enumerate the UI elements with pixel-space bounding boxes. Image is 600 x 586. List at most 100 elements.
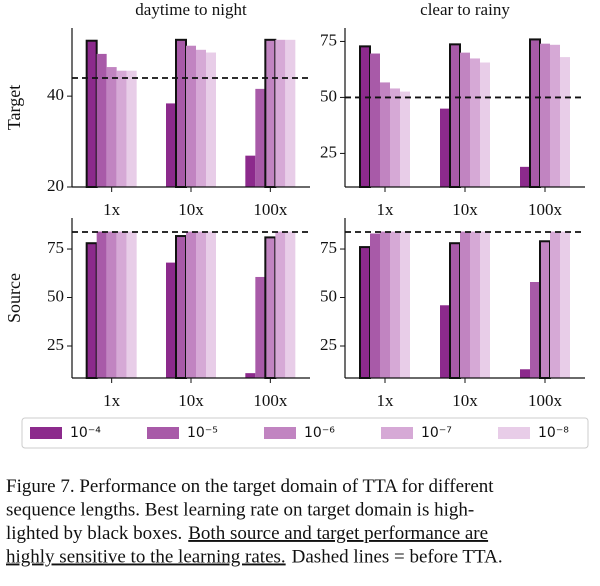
caption-segment: Figure 7. Performance on the target doma… [6, 476, 494, 497]
caption-line: sequence lengths. Best learning rate on … [6, 500, 474, 521]
x-tick-label: 100x [253, 200, 288, 219]
bar [480, 231, 490, 378]
bar [245, 373, 256, 378]
x-tick-label: 10x [178, 391, 204, 410]
bar [370, 233, 380, 378]
bar [166, 103, 176, 187]
y-tick-label: 25 [320, 142, 337, 161]
bar [196, 231, 206, 378]
y-tick-label: 50 [320, 286, 337, 305]
bar [370, 53, 380, 188]
bar [116, 70, 127, 187]
best-bar [359, 45, 371, 189]
y-tick-label: 20 [47, 176, 64, 195]
bar [186, 231, 196, 378]
y-tick-label: 40 [47, 85, 64, 104]
y-axis-label: Source [4, 273, 24, 323]
x-tick-label: 1x [377, 391, 395, 410]
legend-box [21, 417, 589, 449]
caption-line: Figure 7. Performance on the target doma… [6, 476, 494, 497]
legend-swatch [381, 427, 413, 439]
bar [255, 276, 266, 378]
bar [166, 262, 176, 378]
bar [206, 231, 216, 378]
bar [460, 231, 470, 378]
legend-swatch [498, 427, 530, 439]
bar [560, 57, 570, 188]
y-tick-label: 75 [47, 238, 64, 257]
x-tick-label: 10x [178, 200, 204, 219]
best-bar [264, 38, 277, 188]
bar [285, 39, 296, 187]
bar [106, 231, 117, 378]
bar [96, 53, 107, 187]
x-tick-label: 100x [528, 200, 563, 219]
legend-swatch [264, 427, 296, 439]
bar [480, 62, 490, 188]
bar [550, 44, 560, 187]
bar [530, 282, 540, 378]
y-tick-label: 75 [320, 30, 337, 49]
x-tick-label: 1x [103, 200, 121, 219]
bar [440, 305, 450, 378]
y-tick-label: 25 [320, 335, 337, 354]
x-tick-label: 1x [103, 391, 121, 410]
bar [400, 231, 410, 378]
subplot-title: clear to rainy [420, 0, 510, 19]
y-tick-label: 75 [320, 238, 337, 257]
best-bar [449, 43, 461, 189]
best-bar [264, 236, 277, 379]
bar [116, 231, 127, 378]
bar [106, 67, 117, 187]
bar [520, 369, 530, 378]
bar [440, 108, 450, 187]
caption-line: highly sensitive to the learning rates. D… [6, 547, 503, 568]
y-axis-label: Target [4, 85, 24, 130]
bar [460, 52, 470, 187]
bar [550, 231, 560, 378]
x-tick-label: 1x [377, 200, 395, 219]
x-tick-label: 100x [253, 391, 288, 410]
caption-segment: Both source and target performance are [188, 523, 488, 544]
caption-segment: highly sensitive to the learning rates. [6, 547, 286, 568]
legend-swatch [30, 427, 62, 439]
bar [275, 39, 286, 187]
bar [540, 43, 550, 187]
bar [196, 49, 206, 188]
bar [390, 231, 400, 378]
subplot-title: daytime to night [135, 0, 247, 19]
caption-segment: sequence lengths. Best learning rate on … [6, 500, 474, 521]
legend-swatch [147, 427, 179, 439]
legend-label: 10⁻⁶ [304, 425, 335, 441]
best-bar [539, 240, 551, 379]
bar [470, 231, 480, 378]
x-tick-label: 10x [452, 391, 478, 410]
legend-label: 10⁻⁷ [421, 425, 452, 441]
best-bar [359, 246, 371, 379]
y-tick-label: 50 [47, 286, 64, 305]
best-bar [85, 39, 98, 188]
best-bar [529, 38, 541, 188]
bar [96, 231, 107, 378]
bar [520, 166, 530, 187]
bar [186, 45, 196, 187]
legend-label: 10⁻⁸ [538, 425, 569, 441]
y-tick-label: 50 [320, 86, 337, 105]
x-tick-label: 10x [452, 200, 478, 219]
caption-segment: Dashed lines = before TTA. [292, 547, 503, 568]
bar [126, 231, 137, 378]
bar [255, 88, 266, 187]
bar [285, 231, 296, 378]
best-bar [175, 235, 187, 379]
x-tick-label: 100x [528, 391, 563, 410]
legend-label: 10⁻⁴ [70, 425, 101, 441]
legend-label: 10⁻⁵ [187, 425, 218, 441]
bar [126, 70, 137, 187]
bar [245, 155, 256, 187]
caption-line: lighted by black boxes. Both source and t… [6, 523, 488, 544]
best-bar [175, 38, 187, 188]
best-bar [449, 242, 461, 379]
bar [275, 231, 286, 378]
